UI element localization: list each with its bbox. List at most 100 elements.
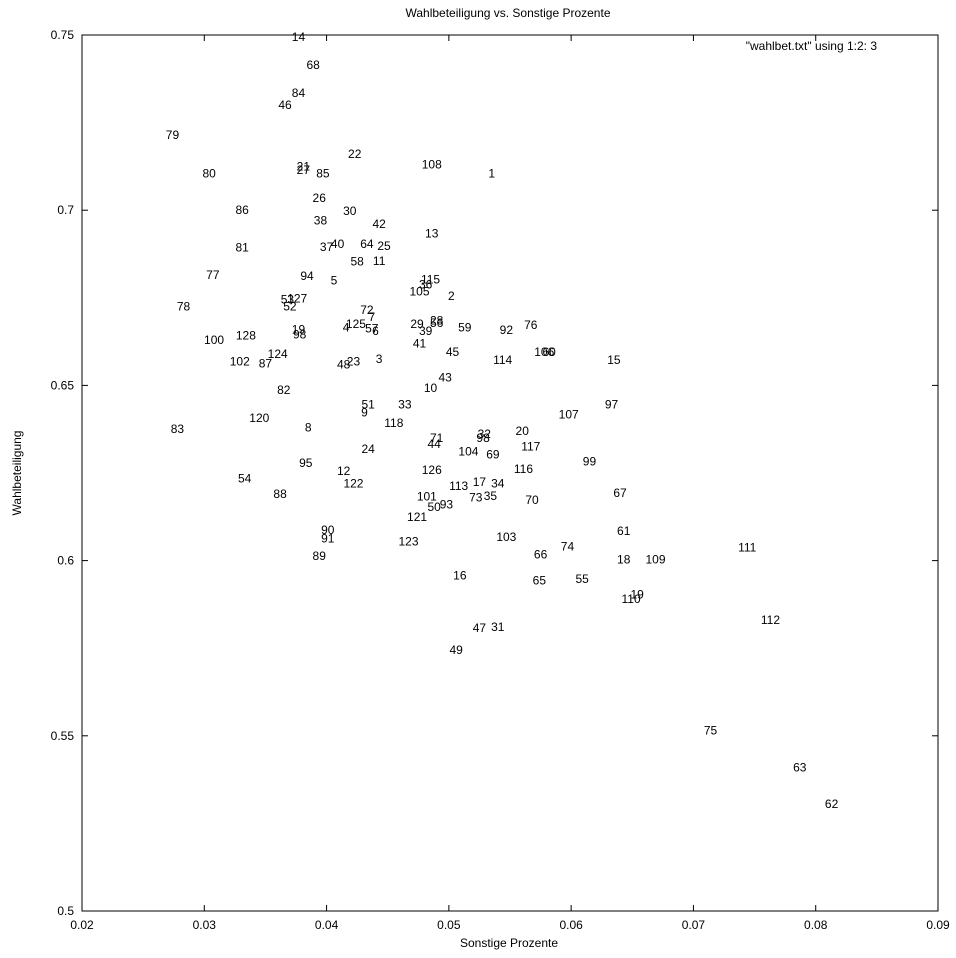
data-point-label: 118: [384, 416, 403, 430]
data-point-label: 115: [421, 273, 440, 287]
data-point-label: 24: [361, 442, 375, 456]
data-point-label: 33: [398, 398, 412, 412]
data-point-label: 79: [166, 128, 180, 142]
data-point-label: 90: [321, 523, 335, 537]
data-point-label: 31: [491, 620, 505, 634]
data-point-label: 125: [346, 317, 366, 331]
data-point-label: 112: [761, 613, 780, 627]
data-point-label: 46: [278, 98, 292, 112]
data-point-label: 66: [534, 547, 548, 561]
data-point-label: 97: [605, 398, 619, 412]
data-point-label: 28: [430, 314, 444, 328]
data-point-label: 83: [171, 422, 185, 436]
data-point-label: 68: [306, 58, 320, 72]
data-point-label: 98: [293, 328, 307, 342]
data-point-label: 20: [516, 424, 530, 438]
data-point-label: 69: [486, 447, 500, 461]
data-point-label: 74: [561, 540, 575, 554]
data-point-label: 99: [583, 454, 597, 468]
x-tick-label: 0.02: [70, 918, 94, 932]
x-tick-label: 0.09: [926, 918, 950, 932]
x-tick-label: 0.06: [559, 918, 583, 932]
data-point-label: 123: [398, 534, 418, 548]
data-point-label: 34: [491, 477, 505, 491]
data-point-label: 88: [273, 487, 287, 501]
data-point-label: 14: [292, 30, 306, 44]
data-point-label: 105: [409, 284, 429, 298]
data-point-label: 91: [321, 532, 335, 546]
data-point-label: 26: [313, 191, 327, 205]
x-tick-labels: 0.02 0.03 0.04 0.05 0.06 0.07 0.08 0.09: [70, 918, 950, 932]
data-point-label: 37: [320, 240, 334, 254]
y-tick-label: 0.75: [51, 28, 75, 42]
data-point-label: 102: [230, 355, 250, 369]
data-point-label: 49: [450, 643, 464, 657]
data-point-label: 80: [202, 166, 216, 180]
data-point-label: 78: [177, 300, 191, 314]
data-point-label: 120: [249, 411, 269, 425]
data-point-label: 63: [793, 760, 807, 774]
data-point-label: 53: [281, 293, 295, 307]
x-tick-label: 0.08: [804, 918, 828, 932]
data-point-label: 57: [365, 321, 379, 335]
data-point-label: 71: [430, 431, 444, 445]
data-point-label: 86: [236, 203, 250, 217]
data-point-label: 98: [476, 431, 490, 445]
data-point-label: 60: [542, 345, 556, 359]
data-point-label: 13: [425, 227, 439, 241]
data-point-label: 18: [617, 553, 631, 567]
data-point-label: 109: [646, 553, 666, 567]
data-point-label: 107: [559, 407, 579, 421]
data-point-label: 48: [337, 357, 351, 371]
data-point-label: 4: [343, 321, 350, 335]
data-point-label: 43: [439, 371, 453, 385]
data-point-label: 82: [277, 383, 291, 397]
data-point-label: 41: [413, 336, 427, 350]
data-point-label: 117: [521, 440, 540, 454]
data-point-label: 89: [313, 549, 327, 563]
data-point-label: 17: [473, 475, 487, 489]
x-tick-label: 0.03: [193, 918, 217, 932]
data-point-label: 106: [534, 345, 554, 359]
data-point-label: 6: [372, 324, 379, 338]
data-point-label: 110: [621, 592, 640, 606]
data-point-label: 32: [478, 427, 492, 441]
data-point-label: 3: [376, 352, 383, 366]
y-tick-label: 0.55: [51, 729, 75, 743]
data-point-label: 72: [360, 303, 374, 317]
x-axis-title: Sonstige Prozente: [460, 936, 558, 950]
data-point-label: 44: [428, 437, 442, 451]
data-point-label: 114: [493, 353, 512, 367]
data-point-label: 64: [360, 237, 374, 251]
data-point-label: 40: [331, 237, 345, 251]
data-point-label: 85: [316, 166, 330, 180]
data-point-label: 124: [268, 347, 288, 361]
data-point-label: 75: [704, 724, 718, 738]
data-point-label: 30: [343, 204, 357, 218]
data-point-label: 56: [430, 316, 444, 330]
y-axis-title: Wahlbeteiligung: [10, 431, 24, 516]
data-point-label: 126: [422, 463, 442, 477]
data-point-label: 5: [331, 273, 338, 287]
axis-ticks: [81, 34, 939, 912]
data-point-label: 19: [292, 322, 306, 336]
data-point-label: 59: [458, 321, 472, 335]
data-point-label: 21: [297, 159, 311, 173]
y-tick-label: 0.7: [57, 203, 74, 217]
data-point-label: 22: [348, 147, 362, 161]
data-point-label: 103: [496, 530, 516, 544]
x-tick-label: 0.07: [682, 918, 706, 932]
data-point-label: 92: [500, 323, 514, 337]
data-point-label: 15: [607, 353, 621, 367]
plot-frame: [81, 34, 939, 912]
data-point-label: 45: [446, 345, 460, 359]
data-point-label: 35: [484, 489, 498, 503]
data-point-label: 67: [613, 486, 627, 500]
data-point-label: 39: [419, 324, 433, 338]
data-point-label: 61: [617, 524, 631, 538]
data-point-label: 12: [337, 464, 351, 478]
data-point-label: 55: [575, 572, 589, 586]
y-tick-labels: 0.5 0.55 0.6 0.65 0.7 0.75: [51, 28, 75, 918]
